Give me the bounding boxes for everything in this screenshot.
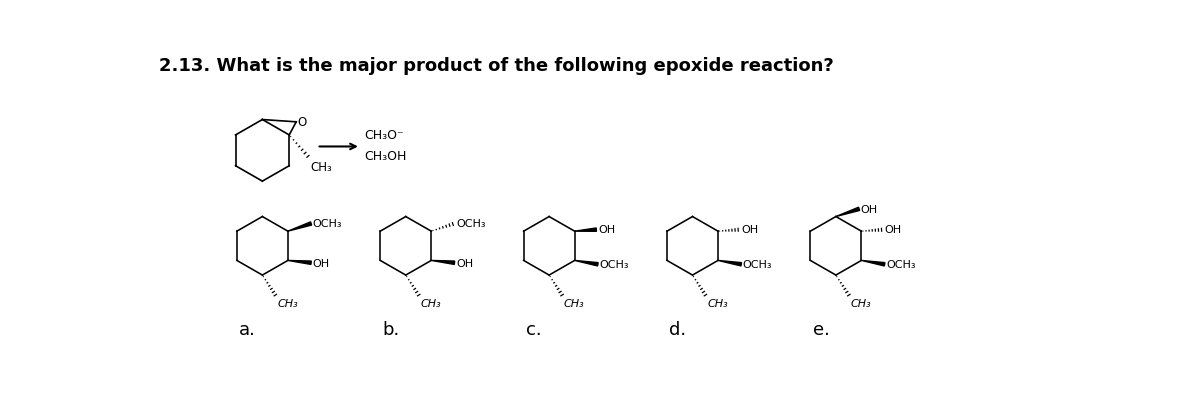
Polygon shape bbox=[288, 261, 311, 265]
Text: OH: OH bbox=[456, 258, 473, 268]
Text: OCH₃: OCH₃ bbox=[743, 260, 773, 270]
Text: OCH₃: OCH₃ bbox=[886, 260, 916, 270]
Text: CH₃: CH₃ bbox=[707, 299, 728, 309]
Text: CH₃: CH₃ bbox=[420, 299, 442, 309]
Text: CH₃: CH₃ bbox=[310, 161, 332, 174]
Polygon shape bbox=[575, 261, 598, 266]
Text: b.: b. bbox=[383, 320, 400, 338]
Polygon shape bbox=[288, 222, 312, 232]
Text: CH₃: CH₃ bbox=[851, 299, 871, 309]
Text: CH₃O⁻: CH₃O⁻ bbox=[365, 128, 404, 141]
Text: d.: d. bbox=[670, 320, 686, 338]
Text: e.: e. bbox=[812, 320, 829, 338]
Polygon shape bbox=[862, 261, 884, 266]
Polygon shape bbox=[718, 261, 742, 266]
Text: CH₃: CH₃ bbox=[277, 299, 298, 309]
Polygon shape bbox=[431, 261, 455, 265]
Polygon shape bbox=[575, 228, 596, 232]
Text: OH: OH bbox=[598, 224, 616, 234]
Text: CH₃: CH₃ bbox=[564, 299, 584, 309]
Polygon shape bbox=[836, 208, 859, 217]
Text: OH: OH bbox=[742, 224, 758, 234]
Text: OCH₃: OCH₃ bbox=[600, 260, 629, 270]
Text: c.: c. bbox=[526, 320, 541, 338]
Text: OCH₃: OCH₃ bbox=[456, 219, 486, 229]
Text: OCH₃: OCH₃ bbox=[313, 219, 342, 229]
Text: CH₃OH: CH₃OH bbox=[365, 150, 407, 163]
Text: OH: OH bbox=[860, 204, 878, 214]
Text: O: O bbox=[298, 116, 307, 129]
Text: 2.13. What is the major product of the following epoxide reaction?: 2.13. What is the major product of the f… bbox=[160, 57, 834, 74]
Text: a.: a. bbox=[239, 320, 256, 338]
Text: OH: OH bbox=[884, 224, 901, 234]
Text: OH: OH bbox=[313, 258, 330, 268]
